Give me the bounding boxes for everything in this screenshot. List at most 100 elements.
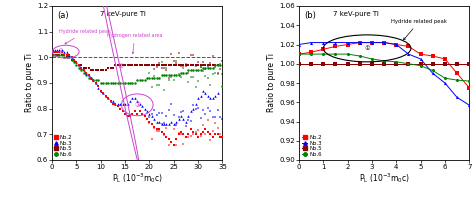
Point: [114, 104, 122, 108]
Point: [170, 143, 178, 146]
Point: [65, 56, 73, 59]
Point: [170, 60, 178, 63]
Point: [119, 81, 127, 85]
Point: [92, 79, 100, 82]
Point: [124, 115, 131, 118]
Point: [151, 108, 158, 112]
Point: [163, 74, 170, 77]
Point: [131, 63, 138, 67]
Point: [119, 63, 127, 67]
Point: [177, 64, 185, 67]
Point: [204, 66, 211, 69]
Point: [170, 63, 178, 67]
Point: [170, 74, 178, 77]
Point: [187, 110, 194, 113]
Point: [175, 51, 182, 54]
Point: [75, 63, 82, 67]
Point: [170, 113, 178, 117]
Point: [131, 81, 138, 85]
Point: [199, 123, 207, 126]
Point: [173, 124, 180, 127]
X-axis label: P$_{\rm L}$ (10$^{-3}$m$_0$c): P$_{\rm L}$ (10$^{-3}$m$_0$c): [359, 172, 410, 185]
Point: [55, 48, 63, 51]
Point: [151, 75, 158, 78]
Point: [194, 61, 202, 64]
Point: [155, 120, 163, 123]
Point: [204, 66, 211, 69]
Point: [214, 133, 221, 136]
Point: [97, 89, 105, 92]
Point: [194, 97, 202, 100]
Point: [197, 63, 204, 67]
Point: [173, 61, 180, 64]
Point: [201, 92, 209, 95]
Point: [184, 63, 192, 67]
Point: [138, 79, 146, 82]
Point: [68, 58, 75, 61]
Point: [194, 69, 202, 72]
Point: [190, 69, 197, 72]
Point: [207, 63, 214, 67]
Point: [61, 53, 68, 56]
Point: [182, 120, 190, 123]
Point: [61, 56, 68, 59]
Point: [207, 110, 214, 113]
Point: [53, 53, 61, 56]
Point: [180, 64, 187, 67]
Point: [158, 66, 165, 69]
Point: [209, 130, 217, 133]
Point: [160, 133, 168, 136]
Point: [111, 63, 119, 67]
Point: [138, 63, 146, 67]
Point: [82, 71, 90, 74]
Point: [85, 74, 92, 77]
Point: [153, 63, 161, 67]
Point: [184, 115, 192, 118]
Point: [49, 53, 57, 56]
Point: [51, 53, 58, 56]
Point: [197, 65, 204, 69]
Point: [117, 63, 124, 67]
Point: [199, 66, 207, 69]
Text: ②: ②: [117, 63, 123, 69]
Point: [192, 65, 200, 68]
Point: [128, 81, 136, 85]
X-axis label: P$_{\rm L}$ (10$^{-3}$m$_0$c): P$_{\rm L}$ (10$^{-3}$m$_0$c): [112, 172, 163, 185]
Point: [165, 143, 173, 147]
Point: [151, 76, 158, 79]
Point: [187, 63, 194, 67]
Point: [146, 120, 153, 123]
Point: [177, 132, 185, 135]
Point: [182, 63, 190, 67]
Point: [194, 135, 202, 138]
Point: [187, 76, 194, 79]
Point: [63, 53, 71, 56]
Point: [190, 54, 197, 57]
Point: [167, 52, 175, 55]
Point: [175, 74, 182, 77]
Point: [165, 77, 173, 80]
Point: [80, 69, 88, 72]
Point: [73, 63, 80, 67]
Point: [219, 118, 226, 121]
Point: [190, 75, 197, 78]
Point: [197, 133, 204, 136]
Point: [107, 99, 114, 103]
Point: [128, 97, 136, 100]
Point: [160, 122, 168, 126]
Point: [204, 94, 211, 97]
Point: [165, 109, 173, 112]
Point: [194, 129, 202, 132]
Point: [173, 120, 180, 123]
Point: [109, 99, 117, 103]
Point: [160, 133, 168, 136]
Point: [78, 66, 85, 69]
Point: [104, 97, 112, 100]
Point: [177, 71, 185, 74]
Point: [192, 102, 200, 105]
Point: [209, 97, 217, 100]
Point: [160, 66, 168, 69]
Point: [153, 114, 161, 117]
Point: [165, 63, 173, 67]
Point: [216, 115, 224, 118]
